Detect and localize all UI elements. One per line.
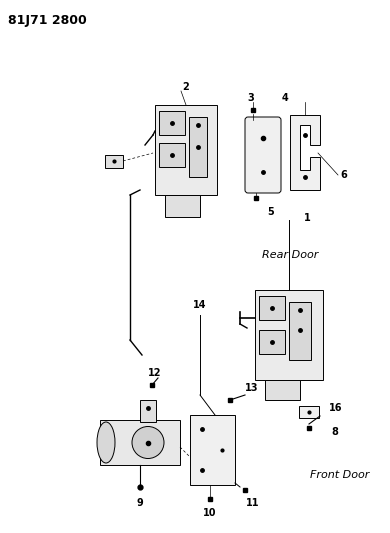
Bar [189, 117, 207, 177]
Bar [265, 380, 300, 400]
Text: 16: 16 [329, 403, 342, 413]
Text: 14: 14 [193, 300, 207, 310]
Bar [140, 400, 156, 422]
Bar [259, 296, 285, 320]
Text: 10: 10 [203, 508, 217, 518]
Text: 4: 4 [282, 93, 288, 103]
Text: Rear Door: Rear Door [262, 250, 318, 260]
Text: 9: 9 [136, 498, 144, 508]
Bar [159, 143, 185, 167]
Bar [255, 290, 323, 380]
Text: 11: 11 [246, 498, 260, 508]
Bar [299, 406, 319, 418]
Text: 6: 6 [340, 170, 347, 180]
Bar [190, 415, 235, 485]
Polygon shape [290, 115, 320, 190]
Bar [100, 420, 180, 465]
Text: 5: 5 [268, 207, 275, 217]
Text: 13: 13 [245, 383, 259, 393]
Bar [155, 105, 217, 195]
Bar [159, 111, 185, 135]
Text: Front Door: Front Door [310, 470, 369, 480]
Text: 1: 1 [304, 213, 310, 223]
Ellipse shape [97, 422, 115, 463]
Bar [165, 195, 200, 217]
Bar [105, 155, 123, 168]
Text: 2: 2 [183, 82, 190, 92]
Text: 3: 3 [248, 93, 254, 103]
Text: 12: 12 [148, 368, 161, 378]
FancyBboxPatch shape [245, 117, 281, 193]
Bar [259, 330, 285, 354]
Bar [289, 302, 311, 360]
Text: 81J71 2800: 81J71 2800 [8, 14, 87, 27]
Circle shape [132, 426, 164, 458]
Text: 8: 8 [331, 427, 338, 437]
